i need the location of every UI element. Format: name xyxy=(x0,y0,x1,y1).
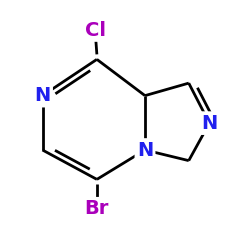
Text: N: N xyxy=(34,86,50,105)
Text: Br: Br xyxy=(85,199,109,218)
Text: N: N xyxy=(137,140,153,160)
Text: N: N xyxy=(201,114,218,132)
Text: Cl: Cl xyxy=(85,20,106,40)
